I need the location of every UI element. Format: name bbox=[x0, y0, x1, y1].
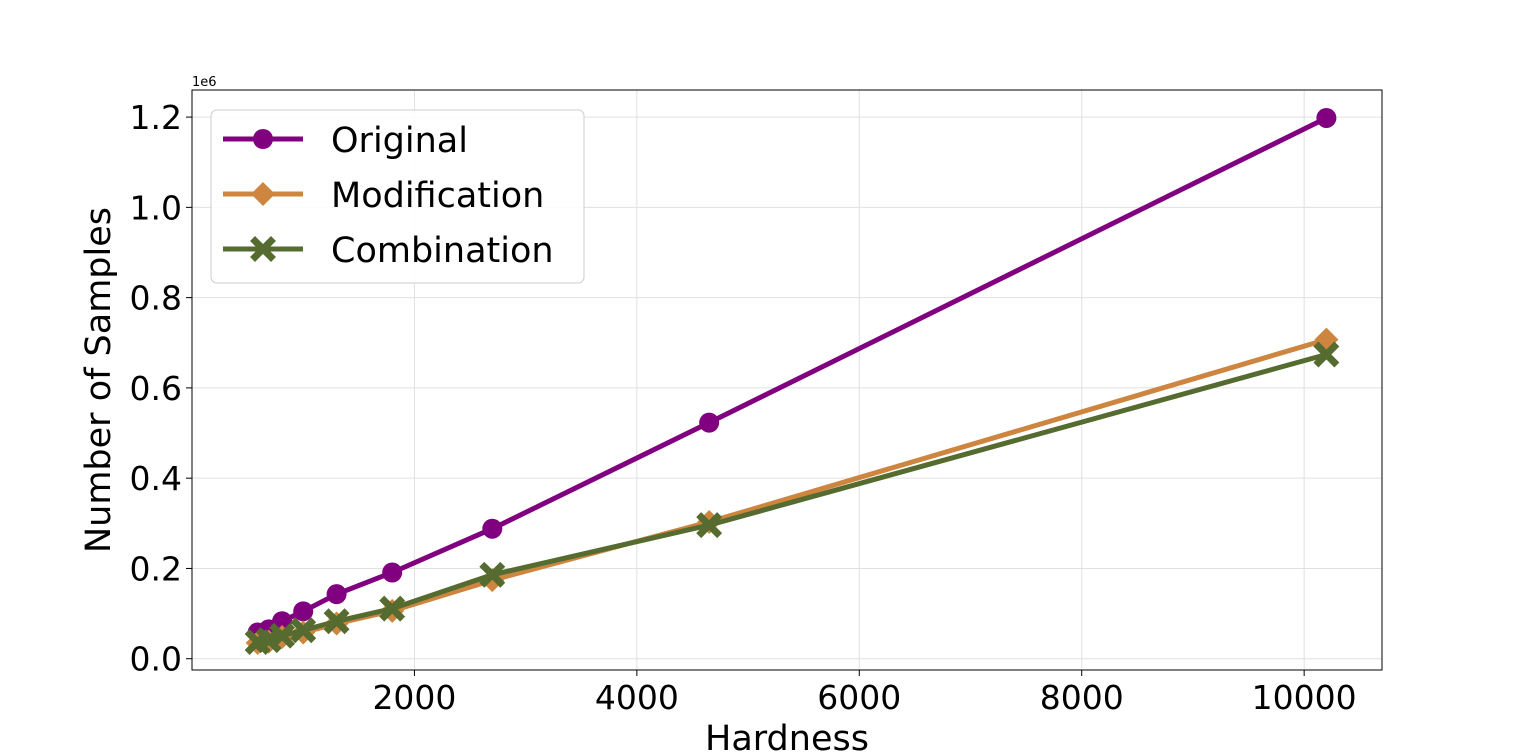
y-tick-label: 0.0 bbox=[130, 640, 182, 679]
data-point bbox=[696, 512, 723, 539]
data-point bbox=[326, 584, 347, 605]
x-axis-label: Hardness bbox=[705, 719, 869, 754]
data-point bbox=[699, 412, 720, 433]
data-point bbox=[1313, 341, 1340, 368]
legend-item-combination: Combination bbox=[223, 231, 554, 271]
y-tick-label: 0.8 bbox=[130, 279, 182, 318]
x-tick-label: 4000 bbox=[595, 678, 679, 717]
data-point bbox=[290, 617, 317, 644]
data-point bbox=[1316, 107, 1337, 128]
data-point bbox=[269, 622, 296, 649]
y-tick-label: 0.2 bbox=[130, 549, 182, 588]
x-tick-label: 2000 bbox=[372, 678, 456, 717]
x-tick-label: 10000 bbox=[1252, 678, 1357, 717]
y-tick-label: 0.4 bbox=[130, 459, 182, 498]
data-point bbox=[479, 561, 506, 588]
y-tick-label: 0.6 bbox=[130, 369, 182, 408]
data-point bbox=[251, 182, 275, 206]
legend-item-modification: Modification bbox=[223, 176, 544, 216]
y-axis-ticks: 0.0 0.2 0.4 0.6 0.8 1.0 1.2 bbox=[130, 98, 192, 679]
y-axis-offset-label: 1e6 bbox=[192, 75, 217, 90]
legend-label: Modification bbox=[331, 176, 544, 216]
x-tick-label: 6000 bbox=[817, 678, 901, 717]
legend: Original Modification Combination bbox=[210, 109, 585, 284]
legend-label: Combination bbox=[331, 231, 554, 271]
y-axis-label: Number of Samples bbox=[79, 207, 119, 553]
plot-area-frame bbox=[191, 89, 1383, 671]
legend-box bbox=[210, 109, 585, 284]
data-point bbox=[382, 562, 403, 583]
x-tick-label: 8000 bbox=[1040, 678, 1124, 717]
y-tick-label: 1.2 bbox=[130, 98, 182, 137]
legend-item-original: Original bbox=[223, 121, 468, 161]
legend-label: Original bbox=[331, 121, 468, 161]
y-tick-label: 1.0 bbox=[130, 188, 182, 227]
series-combination bbox=[244, 341, 1340, 655]
data-point bbox=[250, 236, 276, 262]
data-point bbox=[293, 601, 314, 622]
x-axis-ticks: 2000 4000 6000 8000 10000 bbox=[372, 670, 1357, 717]
data-point bbox=[379, 595, 406, 622]
data-point bbox=[253, 129, 273, 149]
series-group bbox=[244, 107, 1340, 655]
data-point bbox=[482, 518, 503, 539]
grid bbox=[192, 90, 1382, 670]
data-point bbox=[323, 608, 350, 635]
